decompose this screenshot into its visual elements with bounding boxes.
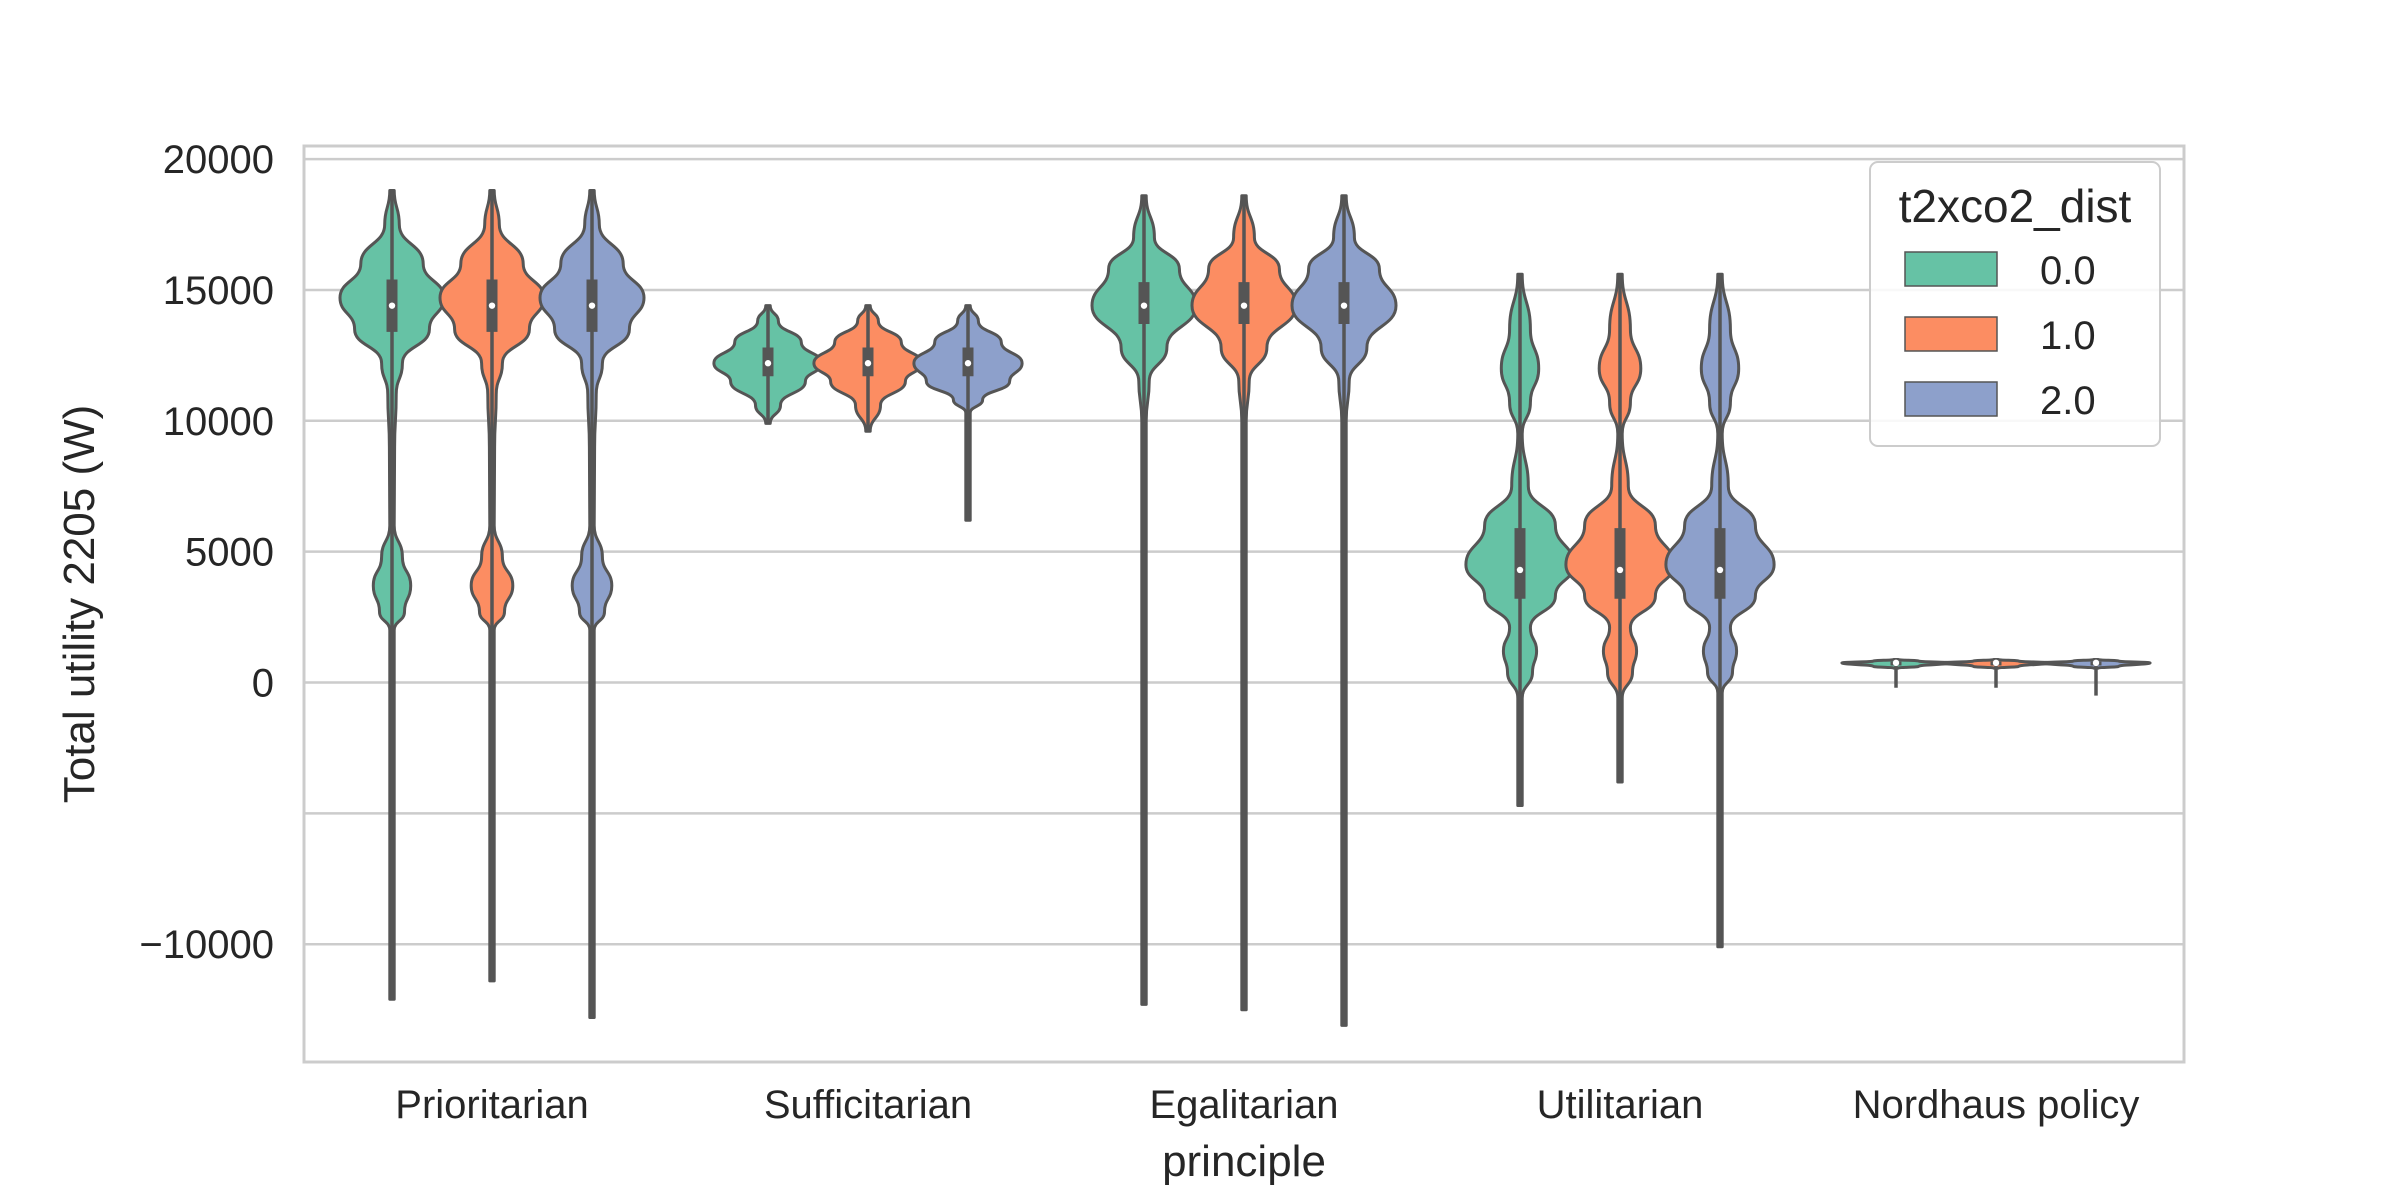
violin (1090, 194, 1198, 1006)
y-tick-label: 5000 (185, 531, 274, 575)
violin (912, 304, 1024, 522)
y-tick-label: 15000 (163, 269, 274, 313)
x-axis-categories: Prioritarian Sufficitarian Egalitarian Util… (395, 1083, 2139, 1127)
x-category-label: Utilitarian (1537, 1083, 1704, 1127)
violin (2040, 658, 2152, 696)
violin-median (1240, 302, 1248, 309)
violin-median (1892, 659, 1900, 667)
x-category-label: Sufficitarian (764, 1083, 972, 1127)
y-tick-label: 20000 (163, 138, 274, 182)
y-tick-label: 0 (252, 662, 274, 706)
violin (712, 304, 824, 425)
violin-median (964, 360, 972, 367)
violin (338, 189, 446, 1001)
legend-items: 0.0 1.0 2.0 (1904, 249, 2096, 423)
violin-median (488, 302, 496, 309)
violin-median (588, 302, 596, 309)
y-tick-label: 10000 (163, 400, 274, 444)
x-axis-title: principle (1162, 1137, 1326, 1186)
legend-title: t2xco2_dist (1899, 180, 2132, 232)
violin (438, 189, 546, 983)
legend: t2xco2_dist 0.0 1.0 2.0 (1869, 161, 2161, 447)
legend-swatch (1904, 381, 1998, 417)
violin-median (764, 360, 772, 367)
violin-median (1140, 302, 1148, 309)
violins (338, 189, 2152, 1027)
legend-frame (1869, 161, 2161, 447)
violin (1664, 272, 1776, 949)
violin (1564, 272, 1676, 784)
violin-median (2092, 659, 2100, 667)
x-category-label: Egalitarian (1149, 1083, 1338, 1127)
violin-median (388, 302, 396, 309)
plot-area-frame (302, 144, 2186, 1064)
violin-median (1992, 659, 2000, 667)
violin (538, 189, 646, 1019)
y-axis-title: Total utility 2205 (W) (55, 405, 104, 804)
legend-label: 1.0 (2040, 314, 2096, 358)
violin-median (1516, 566, 1524, 574)
legend-swatch (1904, 251, 1998, 287)
violin-median (1340, 302, 1348, 309)
violin-median (1616, 566, 1624, 574)
legend-swatch (1904, 316, 1998, 352)
x-category-label: Prioritarian (395, 1083, 588, 1127)
y-tick-label: −10000 (139, 923, 274, 967)
violin (1464, 272, 1576, 807)
violin-median (864, 360, 872, 367)
violin-median (1716, 566, 1724, 574)
y-axis-ticks: 20000 15000 10000 5000 0 −10000 (139, 138, 274, 967)
violin (1840, 658, 1952, 688)
legend-label: 2.0 (2040, 379, 2096, 423)
violin (1940, 658, 2052, 688)
violin (812, 304, 924, 433)
legend-label: 0.0 (2040, 249, 2096, 293)
x-category-label: Nordhaus policy (1853, 1083, 2140, 1127)
violin (1190, 194, 1298, 1012)
violin (1290, 194, 1398, 1027)
